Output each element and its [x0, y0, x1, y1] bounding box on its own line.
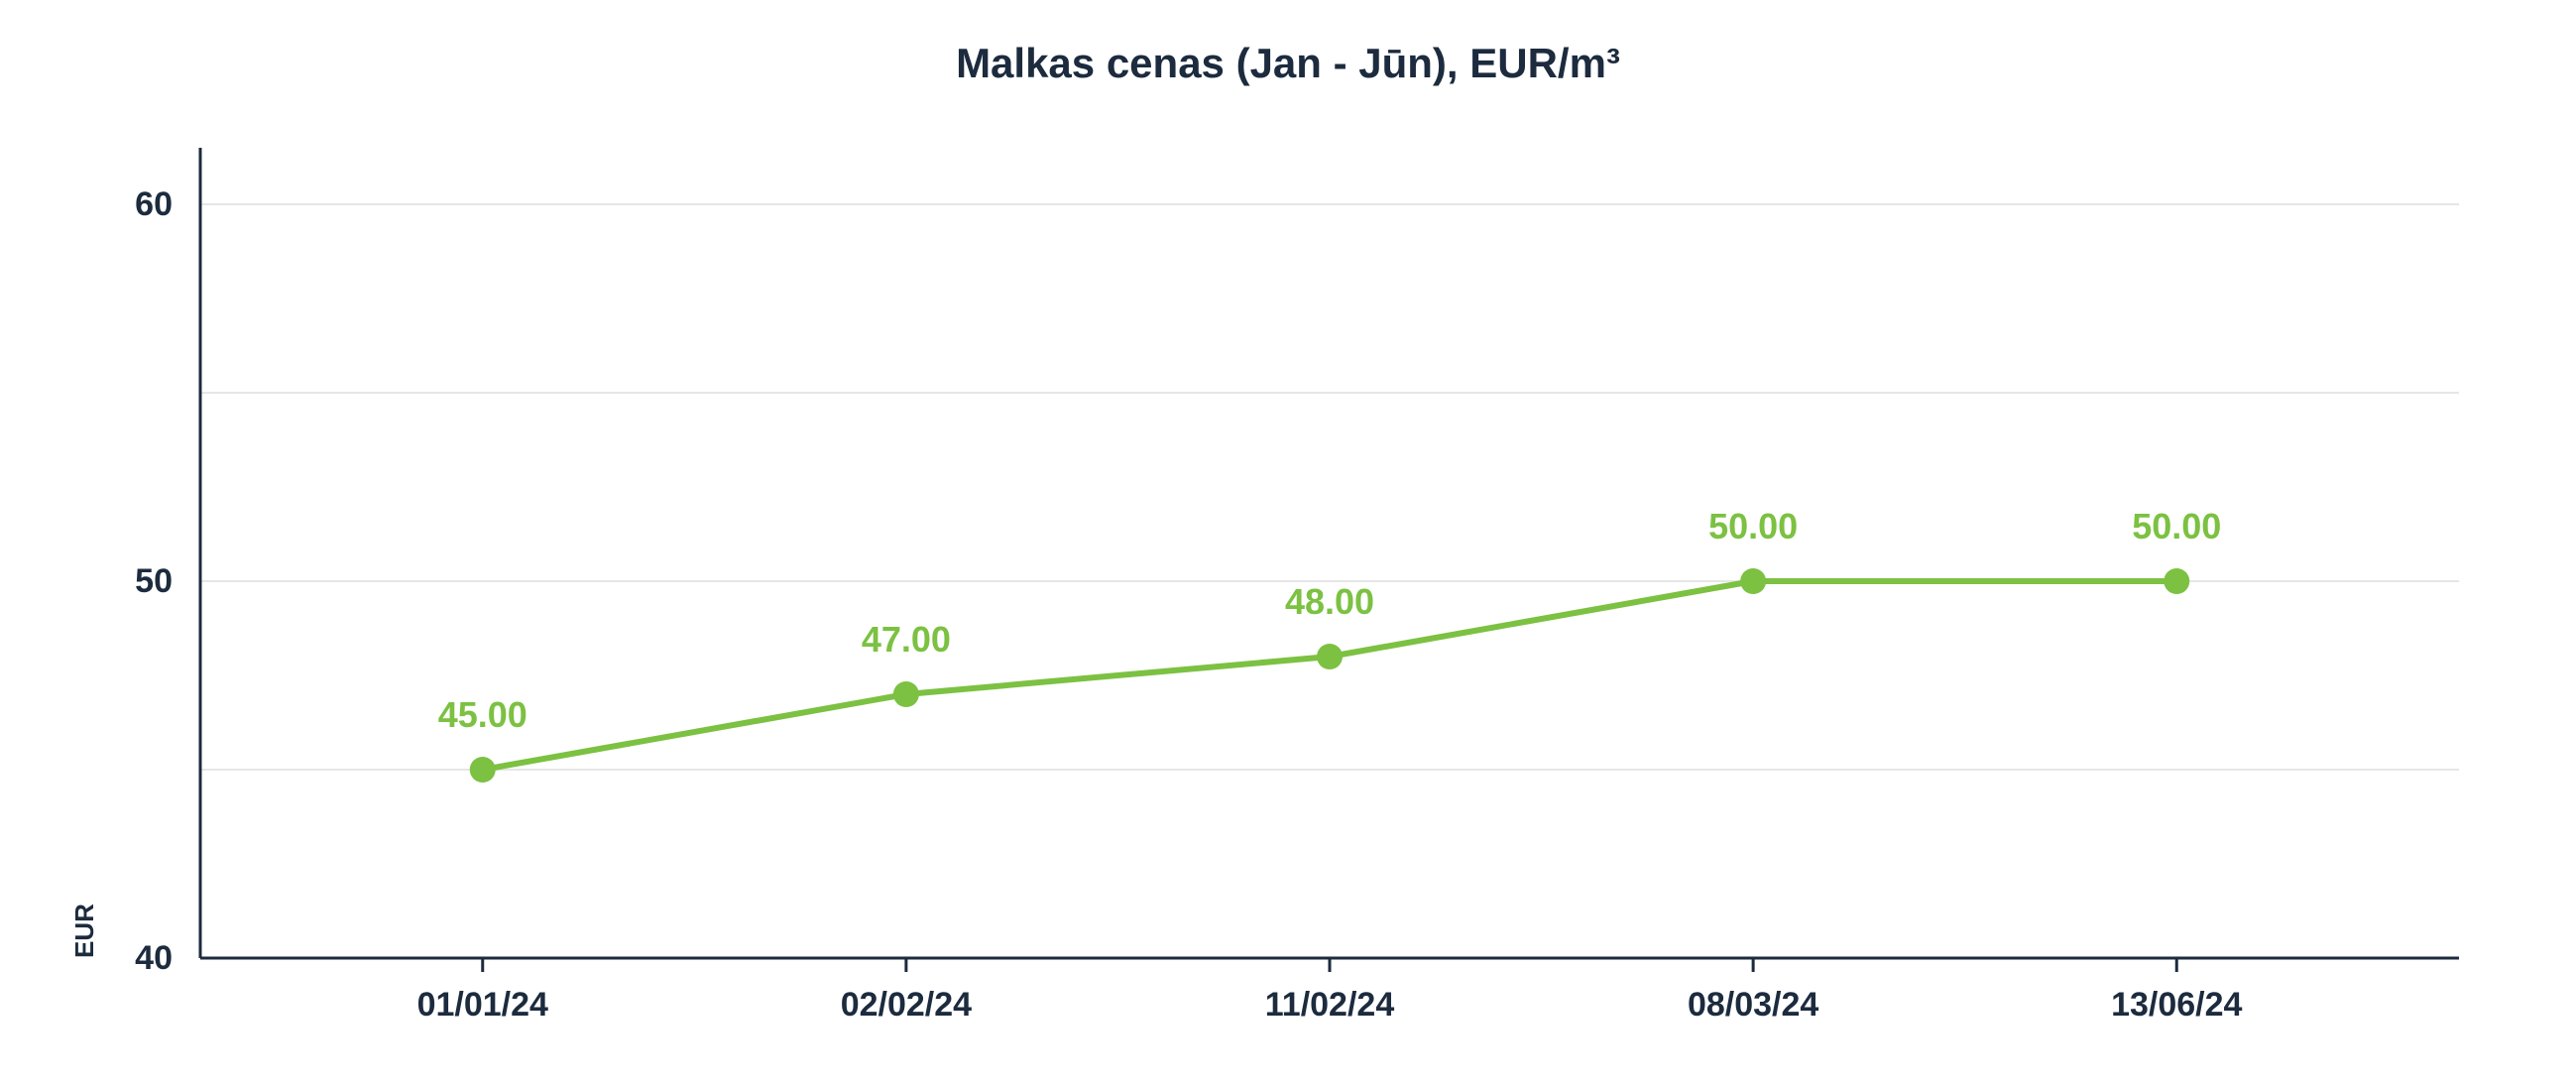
- data-point-marker: [470, 757, 496, 783]
- x-tick-label: 02/02/24: [841, 986, 972, 1025]
- data-point-label: 47.00: [862, 619, 951, 661]
- chart-container: Malkas cenas (Jan - Jūn), EUR/m³ EUR 405…: [0, 0, 2576, 1088]
- data-point-marker: [1317, 644, 1343, 669]
- data-point-label: 50.00: [1708, 506, 1798, 547]
- data-point-label: 48.00: [1285, 581, 1374, 623]
- x-tick-label: 08/03/24: [1688, 986, 1818, 1025]
- y-tick-label: 60: [135, 185, 173, 224]
- data-point-marker: [2164, 568, 2189, 594]
- data-point-label: 50.00: [2132, 506, 2221, 547]
- y-tick-label: 50: [135, 562, 173, 601]
- data-point-label: 45.00: [438, 694, 527, 736]
- data-point-marker: [1740, 568, 1766, 594]
- data-point-marker: [893, 681, 919, 707]
- x-tick-label: 13/06/24: [2111, 986, 2242, 1025]
- x-tick-label: 11/02/24: [1265, 986, 1394, 1025]
- y-tick-label: 40: [135, 939, 173, 978]
- x-tick-label: 01/01/24: [417, 986, 548, 1025]
